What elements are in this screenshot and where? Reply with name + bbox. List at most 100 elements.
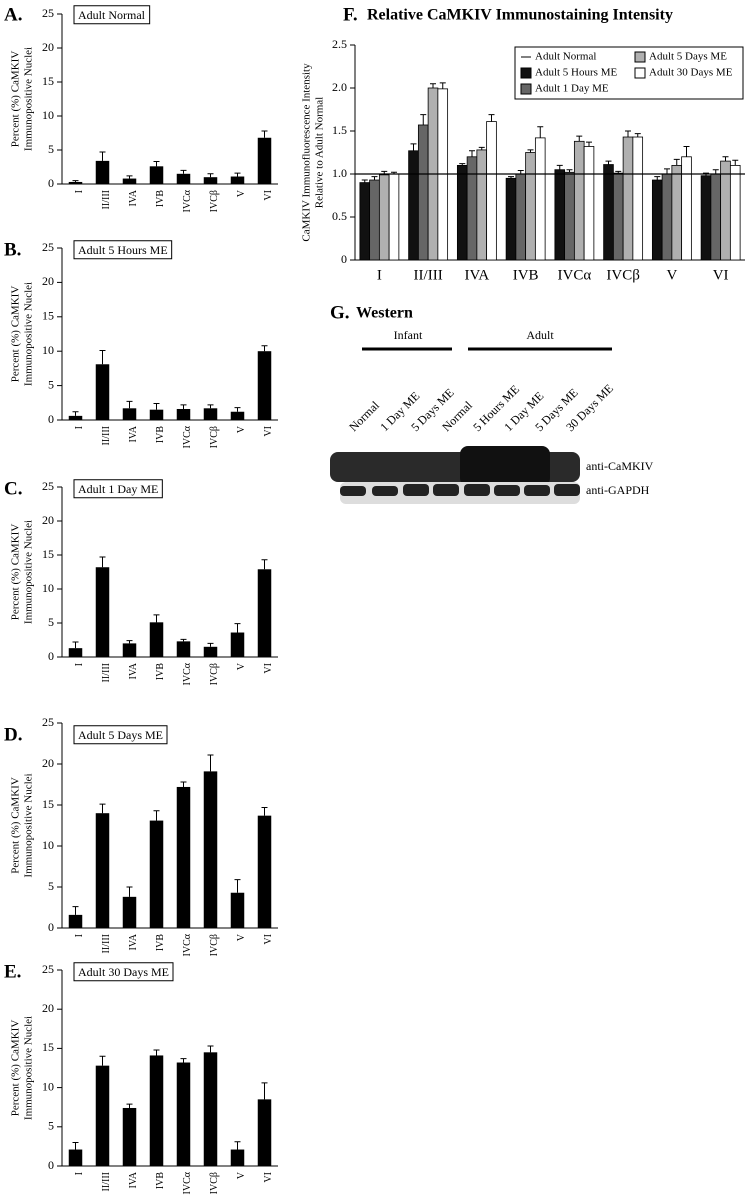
error-bar (126, 640, 133, 644)
panel-label: F. (343, 4, 358, 25)
bar (230, 892, 245, 928)
error-bar (207, 754, 214, 772)
bar (651, 179, 663, 261)
x-tick-label: VI (263, 934, 274, 945)
bar (700, 175, 712, 261)
bar (149, 622, 164, 657)
y-axis-label: Immunopositive Nuclei (23, 520, 35, 624)
bar (476, 149, 488, 261)
group-label: Infant (394, 328, 423, 342)
error-bar (508, 176, 514, 179)
error-bar (126, 886, 133, 897)
legend-swatch (634, 67, 646, 79)
error-bar (566, 169, 573, 173)
bar (456, 164, 468, 261)
error-bar (673, 158, 680, 166)
bar (122, 178, 137, 184)
bar (149, 166, 164, 184)
y-tick-label: 20 (42, 756, 54, 770)
legend-label: Adult Normal (535, 51, 596, 63)
bar (149, 820, 164, 928)
bar (203, 646, 218, 657)
y-axis-label: Percent (%) CaMKIV (10, 286, 22, 383)
bar (122, 408, 137, 420)
error-bar (72, 906, 79, 915)
y-tick-label: 25 (42, 6, 54, 20)
bar (554, 169, 566, 261)
error-bar (261, 806, 268, 816)
y-tick-label: 2.0 (332, 80, 347, 94)
error-bar (180, 781, 187, 787)
bar (95, 364, 110, 420)
y-tick-label: 25 (42, 962, 54, 976)
bar (176, 786, 191, 928)
y-tick-label: 15 (42, 547, 54, 561)
error-bar (527, 149, 534, 153)
bar (257, 1099, 272, 1166)
error-bar (99, 350, 106, 365)
x-tick-label: IVCβ (606, 267, 639, 283)
y-tick-label: 10 (42, 343, 54, 357)
y-axis-label: Relative to Adult Normal (314, 97, 326, 209)
error-bar (420, 114, 427, 125)
legend-label: Adult 30 Days ME (649, 67, 733, 79)
x-tick-label: I (74, 663, 85, 666)
bar (95, 160, 110, 184)
y-axis-label: Percent (%) CaMKIV (10, 777, 22, 874)
x-tick-label: IVCα (182, 662, 193, 685)
chart-title: Adult 1 Day ME (78, 482, 158, 496)
y-tick-label: 10 (42, 581, 54, 595)
y-tick-label: 2.5 (332, 37, 347, 51)
error-bar (261, 130, 268, 138)
x-tick-label: IVB (155, 663, 166, 681)
x-tick-label: IVCα (182, 189, 193, 212)
error-bar (180, 404, 187, 409)
bar (564, 171, 575, 261)
blot (330, 446, 580, 504)
error-bar (126, 1103, 133, 1108)
error-bar (556, 164, 563, 170)
x-tick-label: IVCβ (209, 934, 220, 956)
error-bar (722, 156, 729, 162)
y-tick-label: 15 (42, 797, 54, 811)
y-tick-label: 25 (42, 240, 54, 254)
error-bar (72, 1141, 79, 1150)
band (554, 484, 580, 496)
bar (408, 150, 419, 261)
error-bar (576, 135, 583, 142)
error-bar (683, 145, 690, 157)
error-bar (234, 1141, 241, 1150)
chart-title: Adult 5 Hours ME (78, 243, 168, 257)
y-axis-label: Immunopositive Nuclei (23, 282, 35, 386)
bar (203, 1052, 218, 1166)
chart: A. 0 5 10 15 20 25 Percent (%) CaMKIV Immunoposi… (4, 4, 278, 212)
x-tick-label: II/III (101, 663, 112, 682)
y-tick-label: 15 (42, 309, 54, 323)
error-bar (634, 133, 641, 138)
error-bar (605, 160, 612, 165)
bar (68, 1149, 83, 1166)
y-tick-label: 1.5 (332, 123, 347, 137)
y-tick-label: 20 (42, 1001, 54, 1015)
error-bar (180, 1058, 187, 1063)
band-bg (340, 482, 580, 504)
x-tick-label: IVCβ (209, 663, 220, 685)
bar (257, 137, 272, 184)
x-tick-label: VI (713, 267, 729, 283)
bar (68, 914, 83, 928)
x-tick-label: V (236, 425, 247, 433)
error-bar (153, 614, 160, 623)
y-tick-label: 0 (48, 176, 54, 190)
y-axis-label: Percent (%) CaMKIV (10, 524, 22, 621)
error-bar (72, 641, 79, 649)
error-bar (207, 404, 214, 409)
title-box (73, 240, 173, 260)
y-tick-label: 10 (42, 1079, 54, 1093)
bar (176, 1062, 191, 1166)
error-bar (126, 175, 133, 179)
bar (230, 1149, 245, 1166)
panel-label: A. (4, 4, 22, 25)
error-bar (459, 163, 466, 166)
y-tick-label: 1.0 (332, 166, 347, 180)
